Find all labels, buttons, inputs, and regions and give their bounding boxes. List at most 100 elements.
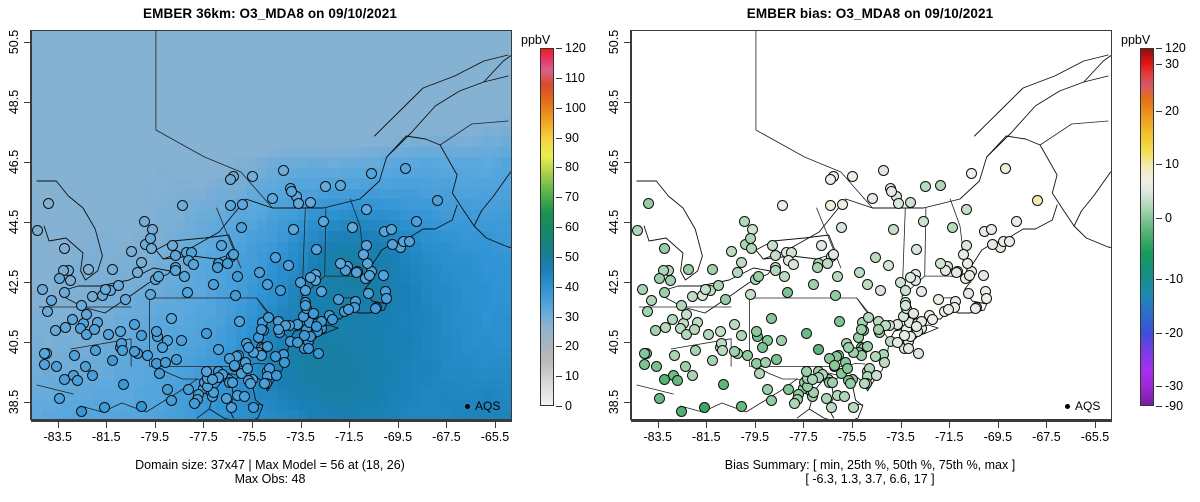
aqs-station-marker[interactable] [951, 266, 963, 278]
aqs-station-marker[interactable] [90, 344, 102, 356]
aqs-station-marker[interactable] [870, 369, 882, 381]
aqs-station-marker[interactable] [822, 258, 834, 270]
aqs-station-marker[interactable] [233, 316, 245, 328]
aqs-station-marker[interactable] [836, 222, 848, 233]
aqs-station-marker[interactable] [882, 259, 894, 271]
aqs-station-marker[interactable] [907, 307, 919, 319]
aqs-station-marker[interactable] [358, 248, 370, 260]
aqs-station-marker[interactable] [247, 171, 259, 183]
aqs-station-marker[interactable] [293, 197, 305, 209]
aqs-station-marker[interactable] [38, 358, 50, 370]
aqs-station-marker[interactable] [351, 266, 363, 278]
aqs-station-marker[interactable] [826, 376, 838, 388]
aqs-station-marker[interactable] [636, 283, 648, 295]
aqs-station-marker[interactable] [820, 392, 832, 404]
aqs-station-marker[interactable] [855, 324, 867, 336]
aqs-station-marker[interactable] [144, 232, 156, 244]
aqs-station-marker[interactable] [380, 293, 392, 305]
aqs-station-marker[interactable] [132, 266, 144, 278]
aqs-station-marker[interactable] [160, 356, 171, 368]
aqs-station-marker[interactable] [153, 368, 165, 380]
aqs-station-marker[interactable] [1031, 194, 1043, 206]
aqs-station-marker[interactable] [736, 329, 748, 341]
aqs-station-marker[interactable] [812, 262, 824, 274]
aqs-station-marker[interactable] [58, 243, 70, 255]
aqs-station-marker[interactable] [237, 199, 249, 211]
aqs-station-marker[interactable] [279, 356, 291, 368]
aqs-station-marker[interactable] [800, 365, 812, 377]
aqs-station-marker[interactable] [370, 302, 382, 314]
aqs-station-marker[interactable] [162, 383, 174, 395]
aqs-station-marker[interactable] [361, 258, 373, 270]
aqs-station-marker[interactable] [641, 305, 653, 317]
aqs-station-marker[interactable] [779, 270, 791, 282]
aqs-station-marker[interactable] [220, 392, 232, 404]
aqs-station-marker[interactable] [862, 340, 874, 352]
aqs-station-marker[interactable] [665, 275, 676, 287]
aqs-station-marker[interactable] [683, 263, 695, 275]
aqs-station-marker[interactable] [277, 165, 289, 177]
aqs-station-marker[interactable] [717, 379, 729, 391]
aqs-station-marker[interactable] [980, 293, 992, 305]
aqs-station-marker[interactable] [775, 335, 787, 347]
aqs-station-marker[interactable] [165, 312, 177, 324]
aqs-station-marker[interactable] [310, 244, 322, 256]
aqs-station-marker[interactable] [675, 406, 687, 418]
aqs-station-marker[interactable] [270, 251, 282, 263]
aqs-station-marker[interactable] [703, 329, 715, 341]
aqs-station-marker[interactable] [287, 223, 299, 235]
aqs-station-marker[interactable] [259, 377, 271, 389]
aqs-station-marker[interactable] [346, 222, 358, 234]
aqs-station-marker[interactable] [262, 340, 274, 352]
aqs-station-marker[interactable] [717, 345, 729, 357]
aqs-station-marker[interactable] [170, 250, 182, 262]
aqs-station-marker[interactable] [646, 294, 658, 306]
aqs-station-marker[interactable] [162, 335, 174, 347]
aqs-station-marker[interactable] [136, 329, 148, 341]
aqs-station-marker[interactable] [273, 324, 285, 336]
aqs-station-marker[interactable] [243, 341, 255, 353]
aqs-station-marker[interactable] [362, 288, 374, 300]
aqs-station-marker[interactable] [744, 288, 756, 300]
aqs-station-marker[interactable] [319, 181, 331, 193]
aqs-station-marker[interactable] [770, 250, 782, 262]
colorbar-bias[interactable] [1140, 48, 1154, 406]
aqs-station-marker[interactable] [807, 278, 819, 290]
aqs-station-marker[interactable] [782, 383, 794, 395]
aqs-station-marker[interactable] [181, 287, 193, 299]
aqs-station-marker[interactable] [58, 286, 70, 298]
aqs-station-marker[interactable] [36, 283, 48, 295]
aqs-station-marker[interactable] [262, 311, 274, 323]
aqs-station-marker[interactable] [886, 185, 898, 197]
aqs-station-marker[interactable] [366, 167, 378, 179]
aqs-station-marker[interactable] [103, 329, 115, 341]
aqs-station-marker[interactable] [326, 314, 338, 326]
aqs-station-marker[interactable] [89, 324, 101, 336]
aqs-station-marker[interactable] [934, 258, 946, 270]
aqs-station-marker[interactable] [334, 180, 346, 192]
aqs-station-marker[interactable] [905, 271, 917, 283]
aqs-station-marker[interactable] [841, 362, 853, 374]
aqs-station-marker[interactable] [226, 376, 238, 388]
aqs-station-marker[interactable] [71, 374, 83, 386]
aqs-station-marker[interactable] [83, 263, 95, 275]
aqs-station-marker[interactable] [65, 275, 76, 287]
aqs-station-marker[interactable] [53, 273, 65, 285]
aqs-station-marker[interactable] [81, 309, 93, 321]
aqs-station-marker[interactable] [642, 198, 654, 210]
aqs-station-marker[interactable] [900, 285, 912, 297]
aqs-station-marker[interactable] [681, 309, 693, 321]
aqs-station-marker[interactable] [777, 199, 789, 211]
aqs-station-marker[interactable] [837, 199, 849, 211]
aqs-station-marker[interactable] [666, 313, 678, 325]
aqs-station-marker[interactable] [843, 341, 855, 353]
aqs-station-marker[interactable] [1010, 215, 1022, 227]
aqs-station-marker[interactable] [919, 181, 931, 193]
aqs-station-marker[interactable] [79, 361, 91, 373]
aqs-station-marker[interactable] [732, 266, 744, 278]
aqs-station-marker[interactable] [75, 406, 87, 418]
aqs-station-marker[interactable] [207, 278, 219, 290]
aqs-station-marker[interactable] [156, 342, 168, 354]
aqs-station-marker[interactable] [316, 285, 328, 297]
aqs-station-marker[interactable] [146, 243, 158, 255]
